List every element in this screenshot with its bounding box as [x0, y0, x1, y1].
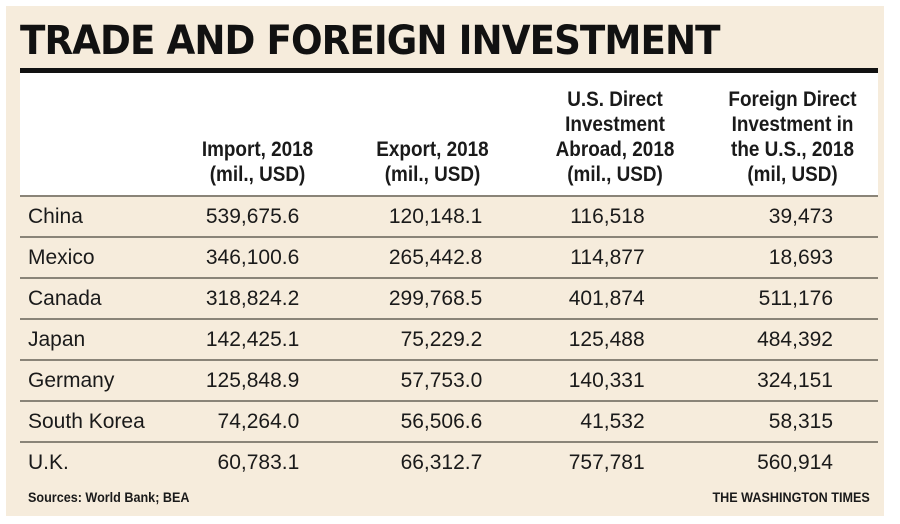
table-row: U.K. 60,783.1 66,312.7 757,781 560,914 — [20, 441, 878, 482]
value-cell: 539,675.6 — [160, 195, 330, 237]
country-cell: U.K. — [20, 441, 161, 482]
value-cell: 484,392 — [684, 318, 878, 360]
country-cell: Mexico — [20, 236, 161, 278]
table-row: South Korea 74,264.0 56,506.6 41,532 58,315 — [20, 400, 878, 442]
table-row: Canada 318,824.2 299,768.5 401,874 511,176 — [20, 277, 878, 319]
table-header: Import, 2018 (mil., USD) Export, 2018 (mil… — [20, 73, 878, 195]
table-row: Mexico 346,100.6 265,442.8 114,877 18,693 — [20, 236, 878, 278]
header-line: Abroad, 2018 — [555, 138, 675, 161]
country-cell: Japan — [20, 318, 161, 360]
value-cell: 116,518 — [507, 195, 685, 237]
header-line: Investment in — [731, 113, 854, 136]
header-line: (mil., USD) — [567, 163, 663, 186]
value-cell: 60,783.1 — [160, 441, 330, 482]
country-cell: Canada — [20, 277, 161, 319]
value-cell: 318,824.2 — [160, 277, 330, 319]
value-cell: 265,442.8 — [329, 236, 508, 278]
value-cell: 125,848.9 — [160, 359, 330, 401]
value-cell: 142,425.1 — [160, 318, 330, 360]
value-cell: 56,506.6 — [329, 400, 508, 442]
value-cell: 74,264.0 — [160, 400, 330, 442]
value-cell: 58,315 — [684, 400, 878, 442]
value-cell: 39,473 — [684, 195, 878, 237]
header-line: U.S. Direct — [567, 88, 663, 111]
value-cell: 346,100.6 — [160, 236, 330, 278]
header-line: Investment — [565, 113, 665, 136]
value-cell: 18,693 — [684, 236, 878, 278]
value-cell: 66,312.7 — [329, 441, 508, 482]
data-table: China 539,675.6 120,148.1 116,518 39,473 Mexi… — [20, 195, 878, 482]
header-import: Import, 2018 (mil., USD) — [179, 137, 337, 187]
value-cell: 299,768.5 — [329, 277, 508, 319]
country-cell: South Korea — [20, 400, 161, 442]
header-line: Foreign Direct — [728, 88, 857, 111]
value-cell: 401,874 — [507, 277, 685, 319]
value-cell: 125,488 — [507, 318, 685, 360]
value-cell: 324,151 — [684, 359, 878, 401]
country-cell: China — [20, 195, 161, 237]
header-line: (mil., USD) — [209, 163, 306, 186]
header-line: (mil., USD) — [384, 163, 481, 186]
value-cell: 140,331 — [507, 359, 685, 401]
header-us-investment: U.S. Direct Investment Abroad, 2018 (mil., … — [534, 87, 696, 187]
header-line: Export, 2018 — [376, 138, 489, 161]
header-line: the U.S., 2018 — [731, 138, 854, 161]
value-cell: 114,877 — [507, 236, 685, 278]
page-title: TRADE AND FOREIGN INVESTMENT — [20, 18, 721, 64]
value-cell: 120,148.1 — [329, 195, 508, 237]
value-cell: 757,781 — [507, 441, 685, 482]
value-cell: 511,176 — [684, 277, 878, 319]
value-cell: 41,532 — [507, 400, 685, 442]
source-note: Sources: World Bank; BEA — [28, 489, 190, 505]
header-foreign-investment: Foreign Direct Investment in the U.S., 201… — [714, 87, 872, 187]
publisher-credit: THE WASHINGTON TIMES — [712, 489, 870, 505]
table-row: Japan 142,425.1 75,229.2 125,488 484,392 — [20, 318, 878, 360]
value-cell: 57,753.0 — [329, 359, 508, 401]
value-cell: 75,229.2 — [329, 318, 508, 360]
table-row: China 539,675.6 120,148.1 116,518 39,473 — [20, 195, 878, 237]
header-line: Import, 2018 — [201, 138, 314, 161]
header-export: Export, 2018 (mil., USD) — [354, 137, 512, 187]
country-cell: Germany — [20, 359, 161, 401]
table-row: Germany 125,848.9 57,753.0 140,331 324,151 — [20, 359, 878, 401]
title-rule — [20, 68, 878, 73]
header-line: (mil, USD) — [747, 163, 838, 186]
value-cell: 560,914 — [684, 441, 878, 482]
